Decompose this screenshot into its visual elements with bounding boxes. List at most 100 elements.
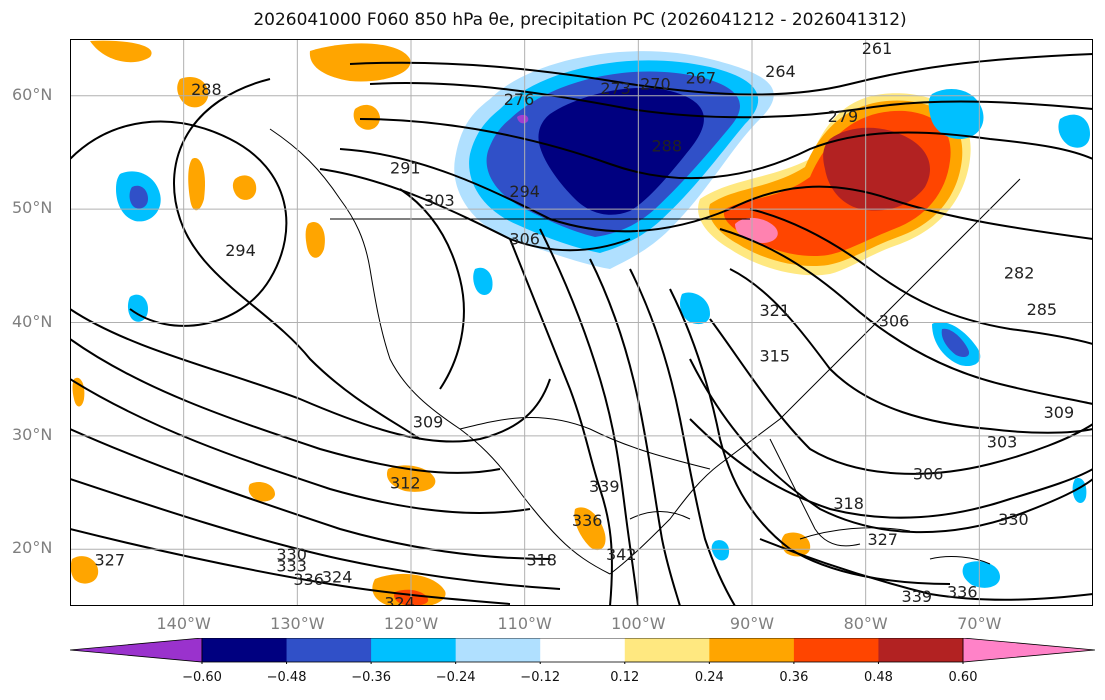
colorbar-segment [793,638,879,662]
negative-anomaly-cyan [473,267,493,295]
contour-line [399,188,465,390]
contour-label: 324 [384,594,415,606]
contour-label: 270 [640,74,671,93]
contour-label: 339 [589,477,620,496]
negative-anomaly-cyan [962,561,1000,588]
coastline [269,128,611,575]
contour-line [70,378,531,514]
colorbar-segment [540,638,626,662]
negative-anomaly-cyan [680,292,710,325]
colorbar-tick-label: −0.48 [266,670,307,685]
colorbar-segment [624,638,710,662]
contour-line [70,428,551,560]
contour-line [70,308,551,443]
colorbar-extend-max [962,638,1095,663]
negative-anomaly-cyan [1058,114,1090,148]
longitude-label: 90°W [729,614,775,633]
contour-line [349,53,1093,96]
negative-anomaly-navy [538,87,704,215]
positive-anomaly-pink [735,217,778,243]
positive-anomaly-orange [574,507,606,551]
map-frame [70,39,1093,606]
contour-label: 288 [191,80,222,99]
longitude-label: 120°W [383,614,439,633]
contour-label: 306 [913,464,944,483]
positive-anomaly-orange [70,556,99,584]
colorbar-tick-label: −0.36 [351,670,392,685]
latitude-label: 60°N [12,84,53,104]
contour-line [509,238,613,606]
colorbar-frame [201,638,964,663]
negative-anomaly-cyan [711,540,730,561]
map-panel: 261 264 267 270 273 276 279 288 288 291 294 294 303 3… [70,39,1093,606]
contour-label: 342 [606,545,637,564]
longitude-label: 80°W [843,614,888,633]
contour-line [749,208,1093,345]
contour-label: 309 [1044,403,1075,422]
contour-line [689,418,1093,519]
contour-label: 309 [413,412,444,431]
contour-line [319,168,631,252]
contour-line [70,528,511,605]
contour-label: 291 [390,158,421,177]
graticule [70,39,1093,606]
contour-label: 324 [322,568,353,587]
contour-line [729,268,1093,434]
contour-label: 321 [759,301,790,320]
colorbar-tick-label: −0.24 [435,670,476,685]
coastline [609,178,1021,575]
contour-label: 327 [867,530,898,549]
precipitation-shading [70,40,1090,606]
colorbar-tick-label: 0.36 [779,670,809,685]
colorbar-segment [371,638,457,662]
positive-anomaly-yellow [353,104,380,130]
contour-label: 333 [276,556,307,575]
contour-label: 339 [902,587,933,606]
contour-line [70,478,561,590]
colorbar-segment [709,638,795,662]
contour-label: 336 [947,582,978,601]
longitude-label: 70°W [957,614,1002,633]
positive-anomaly-yellow [309,43,411,82]
colorbar [70,638,1095,664]
contour-label: 285 [1027,300,1058,319]
contour-line [70,338,501,474]
contour-label: 318 [833,494,864,513]
contour-line [369,82,1093,119]
colorbar-tick-label: −0.60 [182,670,222,685]
contour-line [759,538,1093,601]
contour-label: 318 [526,551,557,570]
contour-label: 288 [651,137,682,156]
colorbar-tick-label: 0.48 [863,670,893,685]
contour-line [629,268,736,606]
contour-label: 336 [572,511,603,530]
colorbar-tick-label: 0.12 [610,670,640,685]
coastline [769,438,861,547]
latitude-label: 50°N [12,198,53,218]
contour-labels: 261 264 267 270 273 276 279 288 288 291 294 294 303 3… [95,39,1075,606]
contour-label: 330 [998,510,1029,529]
positive-anomaly-yellow [177,77,209,108]
contour-line [689,358,1093,534]
contour-label: 330 [276,545,307,564]
longitude-label: 140°W [156,614,211,633]
latitude-label: 30°N [12,424,53,444]
longitude-label: 110°W [497,614,552,633]
map-canvas: 261 264 267 270 273 276 279 288 288 291 294 294 303 3… [70,39,1093,606]
coastline [799,527,911,540]
contour-line [70,120,288,327]
colorbar-extend-min [70,638,203,663]
negative-anomaly-blue [941,328,970,357]
negative-anomaly-cyan [1072,478,1087,503]
coastlines [269,128,1021,575]
contour-line [709,318,1093,475]
contour-label: 294 [509,182,540,201]
contour-label: 273 [600,79,631,98]
contour-label: 279 [828,107,859,126]
latitude-label: 20°N [12,538,53,558]
contour-label: 336 [293,570,324,589]
colorbar-segment [878,638,964,662]
colorbar-tick-label: 0.24 [694,670,724,685]
colorbar-segment [286,638,372,662]
contour-label: 306 [509,230,540,249]
